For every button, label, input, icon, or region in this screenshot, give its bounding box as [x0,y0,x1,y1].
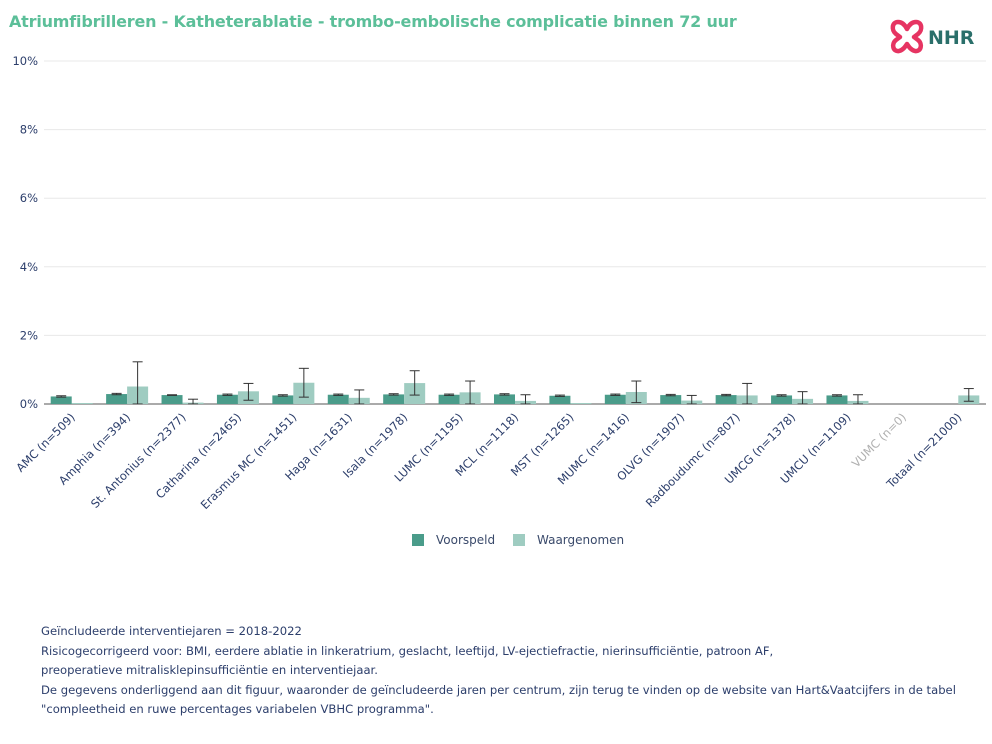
bar-waargenomen[interactable] [71,403,93,404]
bar-voorspeld[interactable] [494,394,515,404]
legend-label-waargenomen: Waargenomen [537,533,625,547]
bar-chart: 0% 2% 4% 6% 8% 10% AMC (n=509)Amphia (n=394)S… [12,54,986,512]
footnote-years: Geïncludeerde interventiejaren = 2018-20… [41,624,302,638]
bar-voorspeld[interactable] [383,394,405,404]
footnote-source: De gegevens onderliggend aan dit figuur,… [41,682,956,697]
error-bar-voorspeld [167,394,178,396]
error-bar-waargenomen [354,389,365,405]
bar-voorspeld[interactable] [715,395,737,404]
legend-swatch-waargenomen [513,534,525,546]
y-tick-label: 0% [20,397,38,411]
nhr-heart-logo-icon [890,19,924,54]
error-bar-waargenomen [797,391,808,405]
error-bar-voorspeld [610,393,621,396]
footnote-source-table: "compleetheid en ruwe percentages variab… [41,702,434,716]
error-bar-voorspeld [831,394,842,397]
y-tick-label: 8% [20,123,38,137]
bar-voorspeld[interactable] [327,394,349,404]
bar-voorspeld[interactable] [660,395,682,404]
x-tick-label: Erasmus MC (n=1451) [198,410,300,512]
error-bar-waargenomen [686,394,697,405]
bar-voorspeld[interactable] [771,395,793,404]
legend-swatch-voorspeld [412,534,424,546]
x-axis-ticks: AMC (n=509)Amphia (n=394)St. Antonius (n… [13,410,964,512]
bar-voorspeld[interactable] [106,394,128,404]
error-bar-voorspeld [388,393,399,396]
error-bar-voorspeld [444,393,455,396]
nhr-logo: NHR [890,19,975,54]
y-tick-label: 2% [20,328,38,342]
chart-title: Atriumfibrilleren - Katheterablatie - tr… [9,12,737,31]
error-bar-voorspeld [776,394,787,397]
bar-voorspeld[interactable] [50,396,72,404]
bar-voorspeld[interactable] [272,395,294,404]
error-bars [56,361,974,405]
error-bar-voorspeld [499,393,510,396]
nhr-logo-text: NHR [928,27,975,49]
bar-voorspeld[interactable] [161,395,183,404]
footnote-risk-adjustment-cont: preoperatieve mitralisklepinsufficiëntie… [41,663,378,677]
error-bar-waargenomen [243,382,254,401]
error-bar-waargenomen [465,380,476,405]
footnote-risk-adjustment: Risicogecorrigeerd voor: BMI, eerdere ab… [41,643,774,658]
error-bar-waargenomen [852,394,863,405]
bar-voorspeld[interactable] [438,394,460,404]
error-bar-waargenomen [188,398,199,405]
y-axis-ticks: 0% 2% 4% 6% 8% 10% [12,54,38,411]
bar-voorspeld[interactable] [826,395,848,404]
error-bar-waargenomen [409,370,420,396]
error-bar-voorspeld [222,393,233,396]
bars [50,382,980,404]
error-bar-waargenomen [742,382,753,405]
y-tick-label: 6% [20,191,38,205]
error-bar-waargenomen [631,380,642,404]
y-tick-label: 4% [20,260,38,274]
error-bar-voorspeld [665,393,676,397]
y-tick-label: 10% [12,54,38,68]
grid-lines [44,60,986,405]
bar-voorspeld[interactable] [604,394,626,404]
error-bar-waargenomen [520,394,531,405]
x-tick-label: VUMC (n=0) [849,410,909,470]
error-bar-voorspeld [554,394,565,397]
x-tick-label: St. Antonius (n=2377) [88,410,189,511]
error-bar-voorspeld [333,393,344,396]
bar-voorspeld[interactable] [549,395,571,404]
error-bar-waargenomen [298,367,309,398]
error-bar-waargenomen [963,388,974,402]
error-bar-voorspeld [56,395,67,398]
error-bar-voorspeld [721,393,732,397]
chart-footnotes: Geïncludeerde interventiejaren = 2018-20… [41,622,971,720]
error-bar-waargenomen [132,361,143,405]
legend-label-voorspeld: Voorspeld [436,533,496,547]
bar-voorspeld[interactable] [216,394,238,404]
error-bar-voorspeld [277,394,288,397]
bar-waargenomen[interactable] [570,403,592,404]
x-tick-label: Radboudumc (n=807) [643,410,743,510]
error-bar-voorspeld [111,392,122,396]
